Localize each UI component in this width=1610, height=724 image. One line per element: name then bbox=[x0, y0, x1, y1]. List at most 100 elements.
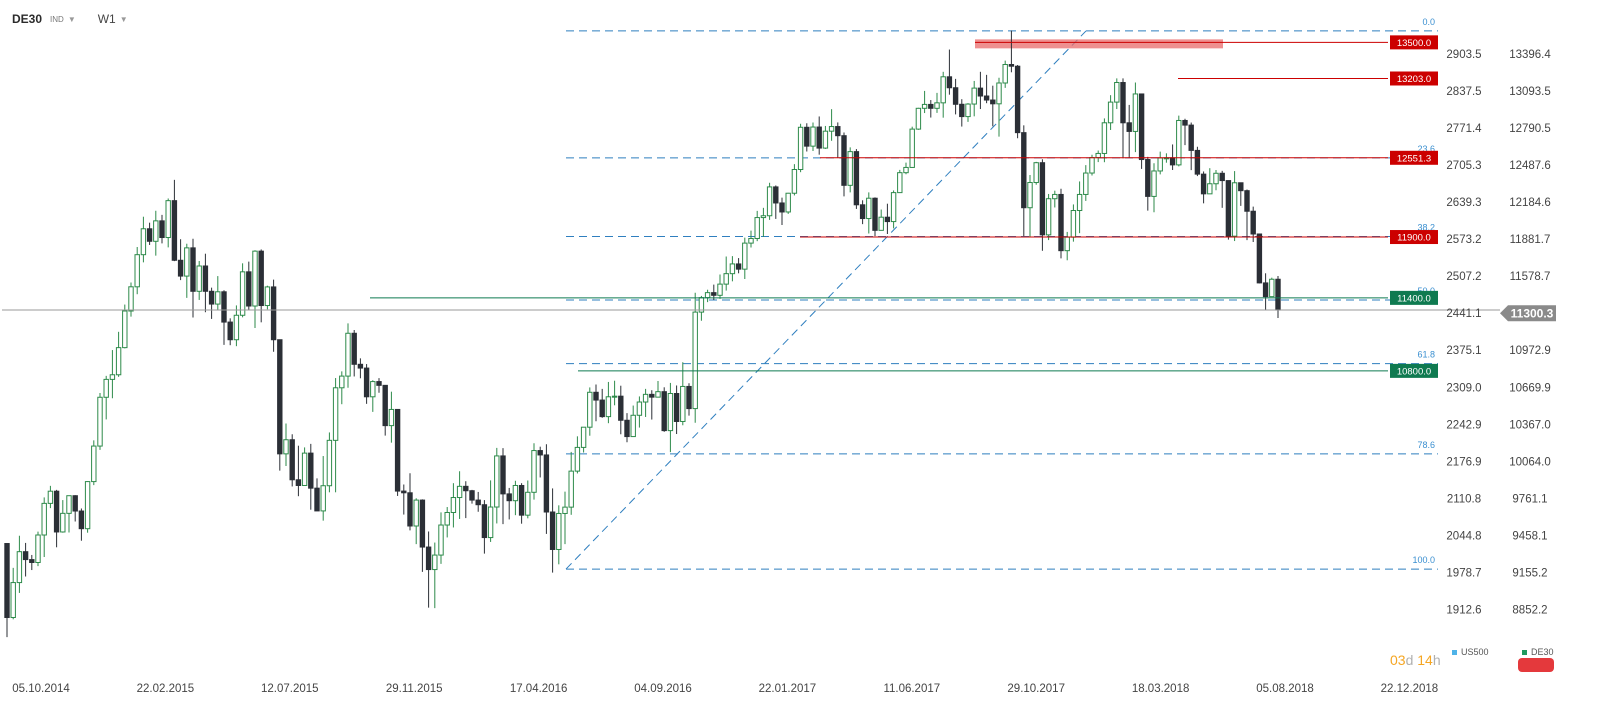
candle-bullish bbox=[339, 375, 345, 389]
candle-bearish bbox=[543, 454, 550, 513]
chevron-down-icon[interactable]: ▼ bbox=[67, 14, 76, 24]
candle-bearish bbox=[481, 504, 488, 539]
candle-bullish bbox=[878, 216, 884, 231]
candle-bullish bbox=[128, 286, 134, 312]
compare-tick-label: 1978.7 bbox=[1446, 567, 1481, 579]
candle-bearish bbox=[506, 493, 512, 502]
compare-tick-label: 2110.8 bbox=[1447, 493, 1481, 505]
candle-bullish bbox=[320, 485, 326, 512]
candle-bullish bbox=[562, 506, 568, 514]
candle-bullish bbox=[797, 126, 804, 171]
candle-bullish bbox=[748, 237, 754, 244]
candle-bullish bbox=[897, 172, 903, 194]
candle-bullish bbox=[1151, 170, 1157, 197]
candle-bearish bbox=[884, 216, 891, 223]
candle-bullish bbox=[1033, 162, 1039, 184]
candle-bullish bbox=[370, 381, 376, 398]
candle-countdown: 03d 14h bbox=[1390, 652, 1441, 668]
candle-bearish bbox=[1169, 157, 1176, 166]
price-tick-label: 9458.1 bbox=[1512, 530, 1547, 542]
candle-bullish bbox=[1269, 278, 1275, 298]
fib-level-label: 38.2 bbox=[1417, 223, 1435, 233]
candle-bullish bbox=[215, 291, 221, 305]
candle-bullish bbox=[345, 332, 351, 377]
candle-bullish bbox=[1107, 101, 1114, 124]
candle-bullish bbox=[574, 446, 581, 472]
candle-bullish bbox=[252, 250, 258, 307]
candle-bullish bbox=[184, 247, 190, 277]
candle-bearish bbox=[78, 510, 85, 530]
candle-bearish bbox=[1188, 124, 1194, 151]
candle-bullish bbox=[531, 450, 537, 493]
date-tick-label: 22.02.2015 bbox=[137, 683, 195, 695]
level-tag bbox=[1390, 35, 1438, 50]
candle-bullish bbox=[97, 396, 103, 447]
candle-bullish bbox=[642, 393, 649, 403]
candle-bearish bbox=[841, 135, 847, 186]
candle-bearish bbox=[990, 99, 996, 105]
candle-bullish bbox=[35, 534, 41, 564]
candle-bearish bbox=[1275, 278, 1281, 311]
legend-label: DE30 bbox=[1531, 647, 1554, 657]
compare-tick-label: 2441.1 bbox=[1446, 308, 1481, 320]
candle-bullish bbox=[866, 197, 872, 220]
date-tick-label: 17.04.2016 bbox=[510, 683, 568, 695]
compare-tick-label: 2309.0 bbox=[1446, 382, 1481, 394]
candle-bullish bbox=[791, 169, 798, 194]
chevron-down-icon[interactable]: ▼ bbox=[119, 14, 128, 24]
candle-bullish bbox=[1083, 172, 1089, 195]
candle-bullish bbox=[494, 455, 500, 508]
timeframe-selector[interactable]: W1 bbox=[97, 12, 116, 26]
candle-bullish bbox=[580, 426, 587, 448]
candle-bullish bbox=[444, 511, 450, 526]
symbol-selector[interactable]: DE30 bbox=[12, 12, 43, 26]
legend-item-de30[interactable]: DE30 bbox=[1522, 647, 1554, 657]
candle-bearish bbox=[1021, 132, 1027, 209]
candle-bearish bbox=[208, 290, 215, 305]
candle-bullish bbox=[388, 408, 395, 427]
candle-bearish bbox=[500, 455, 506, 495]
candle-bearish bbox=[177, 259, 184, 277]
date-tick-label: 22.01.2017 bbox=[759, 683, 817, 695]
level-tag-label: 11400.0 bbox=[1397, 293, 1431, 304]
price-tick-label: 10367.0 bbox=[1509, 419, 1551, 431]
countdown-hours: 14 bbox=[1417, 652, 1433, 668]
candle-bearish bbox=[1145, 159, 1151, 197]
candle-bearish bbox=[22, 551, 29, 561]
candle-bullish bbox=[109, 374, 116, 380]
candle-bullish bbox=[965, 103, 971, 118]
date-tick-label: 18.03.2018 bbox=[1132, 683, 1190, 695]
candle-bearish bbox=[1008, 64, 1015, 67]
candle-bullish bbox=[847, 151, 853, 186]
candle-bearish bbox=[1262, 282, 1269, 298]
price-tick-label: 10669.9 bbox=[1509, 382, 1551, 394]
resistance-zone bbox=[975, 39, 1223, 49]
candle-bearish bbox=[859, 204, 866, 220]
candle-bullish bbox=[1064, 236, 1070, 252]
candle-bullish bbox=[1176, 119, 1182, 166]
candle-bullish bbox=[971, 87, 977, 105]
level-tag-label: 11900.0 bbox=[1397, 233, 1431, 244]
legend-item-us500[interactable]: US500 bbox=[1452, 647, 1489, 657]
indicator-tag[interactable]: IND bbox=[50, 14, 64, 24]
candle-bearish bbox=[357, 363, 364, 369]
level-tag bbox=[1390, 290, 1438, 305]
candle-bearish bbox=[171, 200, 178, 261]
candle-bullish bbox=[10, 582, 16, 618]
candle-bearish bbox=[959, 103, 965, 118]
candle-bearish bbox=[1250, 210, 1256, 235]
candle-bullish bbox=[16, 551, 23, 584]
candle-bearish bbox=[977, 87, 984, 97]
level-tag bbox=[1390, 150, 1438, 165]
sell-button[interactable] bbox=[1518, 658, 1554, 672]
candle-bullish bbox=[630, 414, 636, 438]
candle-bullish bbox=[742, 242, 748, 270]
candle-bullish bbox=[1213, 172, 1219, 185]
candle-bearish bbox=[277, 339, 283, 455]
candle-bullish bbox=[717, 283, 723, 296]
candle-bearish bbox=[258, 250, 264, 307]
candle-bullish bbox=[934, 102, 940, 109]
candle-bearish bbox=[618, 395, 624, 421]
candle-bearish bbox=[599, 399, 605, 418]
